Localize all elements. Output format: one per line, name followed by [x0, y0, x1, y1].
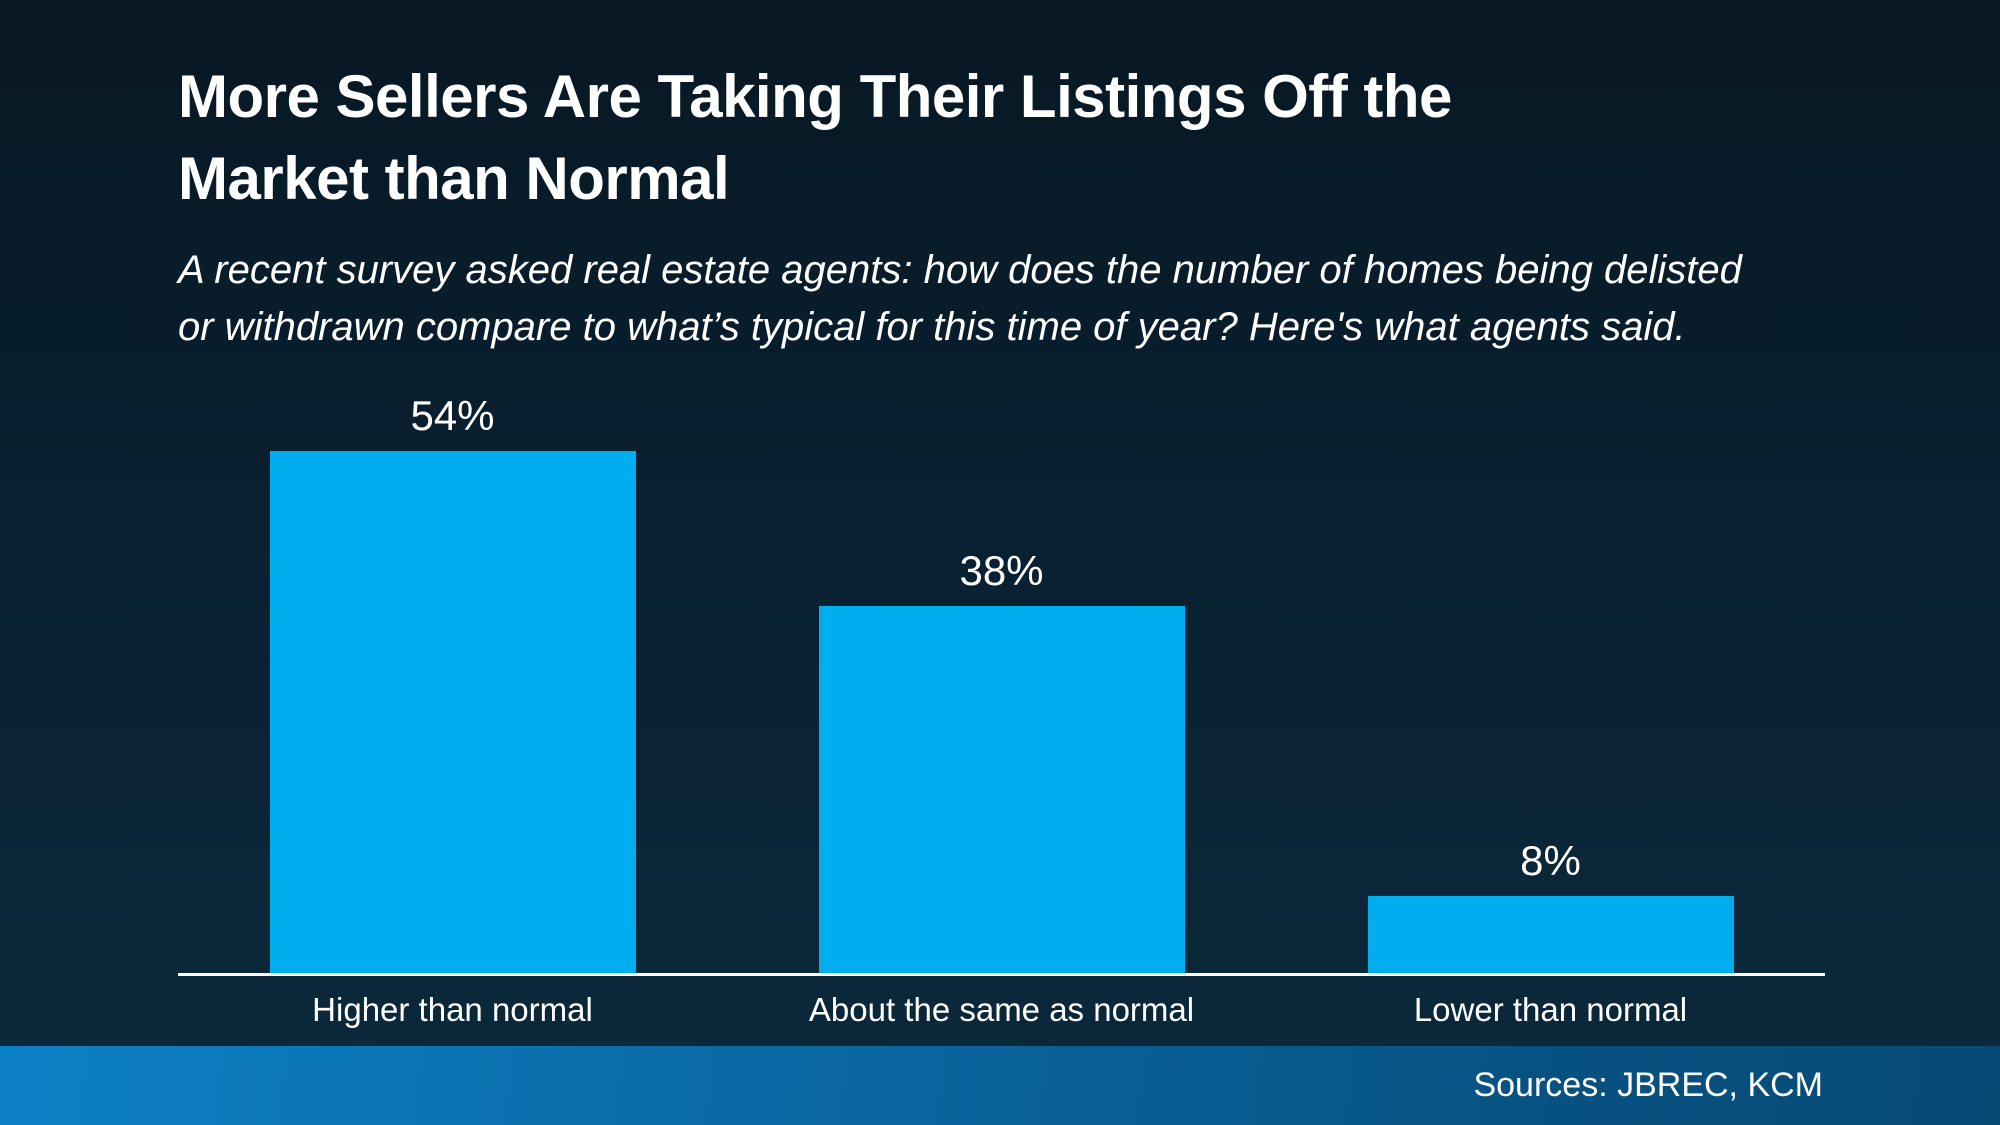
page-title: More Sellers Are Taking Their Listings O…	[178, 0, 1840, 220]
bar-group-about-the-same: 38%	[727, 550, 1276, 973]
category-label-lower: Lower than normal	[1413, 991, 1688, 1028]
bar-about-the-same	[818, 606, 1185, 973]
x-axis-labels: Higher than normal About the same as nor…	[178, 988, 1825, 1032]
bar-lower-than-normal	[1367, 896, 1734, 973]
page-subtitle-line-1: A recent survey asked real estate agents…	[178, 248, 1742, 292]
bar-value-label: 8%	[1520, 837, 1581, 884]
bar-value-label: 54%	[410, 392, 495, 439]
bar-value-label: 38%	[959, 547, 1044, 594]
page-title-line-1: More Sellers Are Taking Their Listings O…	[178, 63, 1452, 130]
header: More Sellers Are Taking Their Listings O…	[178, 0, 1840, 356]
x-axis-line	[178, 973, 1825, 976]
sources-label: Sources: JBREC, KCM	[1473, 1066, 1823, 1104]
page-subtitle: A recent survey asked real estate agents…	[178, 242, 1840, 356]
bar-group-higher-than-normal: 54%	[178, 395, 727, 973]
page-title-line-2: Market than Normal	[178, 145, 730, 212]
footer-bar: Sources: JBREC, KCM	[0, 1046, 2000, 1125]
bar-chart: 54% 38% 8%	[178, 0, 1825, 973]
category-label-same: About the same as normal	[808, 991, 1195, 1028]
bar-group-lower-than-normal: 8%	[1276, 840, 1825, 973]
page-subtitle-line-2: or withdrawn compare to what’s typical f…	[178, 305, 1686, 349]
category-label-higher: Higher than normal	[312, 991, 593, 1028]
bar-higher-than-normal	[269, 451, 636, 973]
